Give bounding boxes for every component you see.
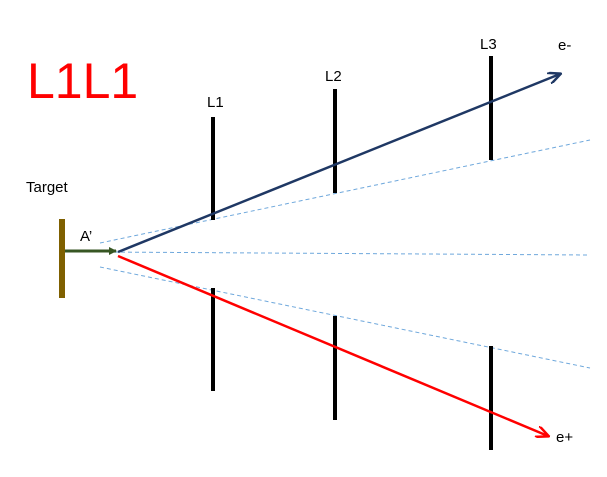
target-label: Target bbox=[26, 179, 69, 196]
layer1-label: L1 bbox=[207, 94, 224, 111]
layer2-bottom-sensor bbox=[333, 316, 337, 420]
layer3-top-sensor bbox=[489, 56, 493, 160]
layer1-bottom-sensor bbox=[211, 288, 215, 391]
acceptance-line-center bbox=[99, 251, 591, 256]
diagram-title: L1L1 bbox=[27, 53, 138, 109]
layer2-label: L2 bbox=[325, 68, 342, 85]
acceptance-line-upper bbox=[99, 139, 591, 244]
acceptance-line-lower bbox=[99, 266, 591, 369]
layer3-bottom-sensor bbox=[489, 346, 493, 450]
positron-label: e+ bbox=[556, 429, 573, 446]
layer3-label: L3 bbox=[480, 36, 497, 53]
target-block bbox=[59, 219, 65, 298]
electron-label: e- bbox=[558, 37, 571, 54]
a-prime-label: A’ bbox=[80, 228, 92, 245]
layer2-top-sensor bbox=[333, 89, 337, 193]
electron-track bbox=[117, 74, 560, 254]
layer1-top-sensor bbox=[211, 117, 215, 220]
positron-track bbox=[117, 254, 548, 436]
